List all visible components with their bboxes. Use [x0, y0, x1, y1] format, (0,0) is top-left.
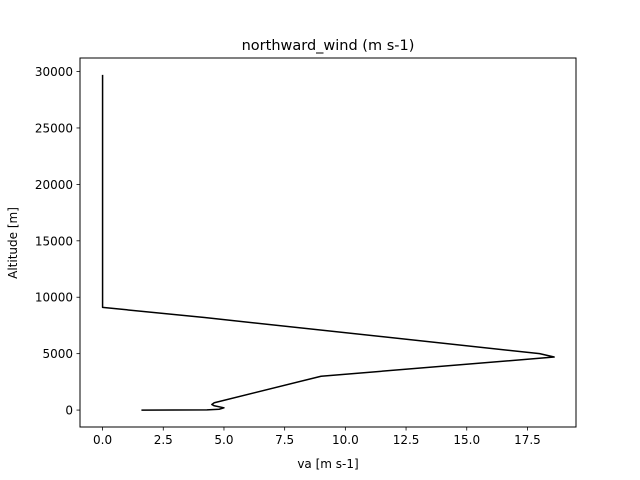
y-tick-label: 25000: [35, 121, 73, 135]
x-tick-label: 15.0: [453, 433, 480, 447]
x-tick-label: 10.0: [332, 433, 359, 447]
x-tick-label: 5.0: [214, 433, 233, 447]
series-line-0: [101, 74, 555, 411]
y-tick-label: 15000: [35, 234, 73, 248]
y-tick-label: 30000: [35, 65, 73, 79]
x-tick-label: 0.0: [93, 433, 112, 447]
y-axis-label: Altitude [m]: [6, 207, 20, 279]
x-axis: 0.0 2.5 5.0 7.5 10.0 12.5 15.0 17.5: [93, 427, 541, 447]
x-tick-label: 2.5: [154, 433, 173, 447]
x-tick-label: 12.5: [393, 433, 420, 447]
x-axis-label: va [m s-1]: [297, 457, 358, 471]
plot-area: [101, 74, 555, 411]
chart-title: northward_wind (m s-1): [242, 38, 415, 54]
plot-frame: [79, 57, 577, 428]
x-tick-label: 17.5: [514, 433, 541, 447]
y-axis: 0 5000 10000 15000 20000 25000 30000: [35, 65, 80, 418]
y-tick-label: 5000: [42, 347, 73, 361]
y-tick-label: 20000: [35, 178, 73, 192]
y-tick-label: 0: [65, 404, 73, 418]
y-tick-label: 10000: [35, 291, 73, 305]
x-tick-label: 7.5: [275, 433, 294, 447]
